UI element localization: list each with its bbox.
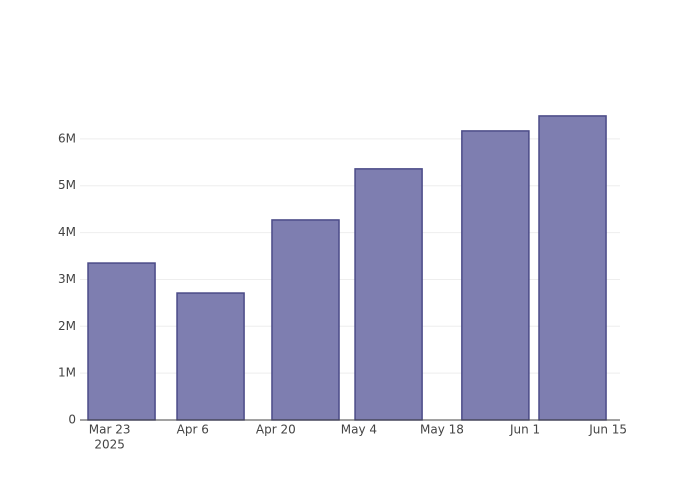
x-tick-label: Mar 23: [89, 423, 131, 437]
x-tick-label: Jun 1: [509, 423, 540, 437]
y-tick-label: 6M: [58, 131, 76, 145]
bar: [354, 168, 423, 421]
y-tick-label: 1M: [58, 366, 76, 380]
y-tick-label: 2M: [58, 319, 76, 333]
y-tick-label: 4M: [58, 225, 76, 239]
x-tick-label: May 18: [420, 423, 464, 437]
x-year-label: 2025: [94, 438, 125, 452]
y-tick-label: 0: [68, 413, 76, 427]
bar: [176, 292, 245, 421]
y-tick-label: 3M: [58, 272, 76, 286]
y-tick-label: 5M: [58, 178, 76, 192]
bar: [87, 262, 156, 421]
x-tick-label: May 4: [341, 423, 377, 437]
bar: [271, 219, 340, 421]
x-tick-label: Apr 20: [256, 423, 296, 437]
bar: [461, 130, 530, 421]
bar: [538, 115, 607, 421]
x-tick-label: Jun 15: [588, 423, 627, 437]
x-tick-label: Apr 6: [177, 423, 209, 437]
